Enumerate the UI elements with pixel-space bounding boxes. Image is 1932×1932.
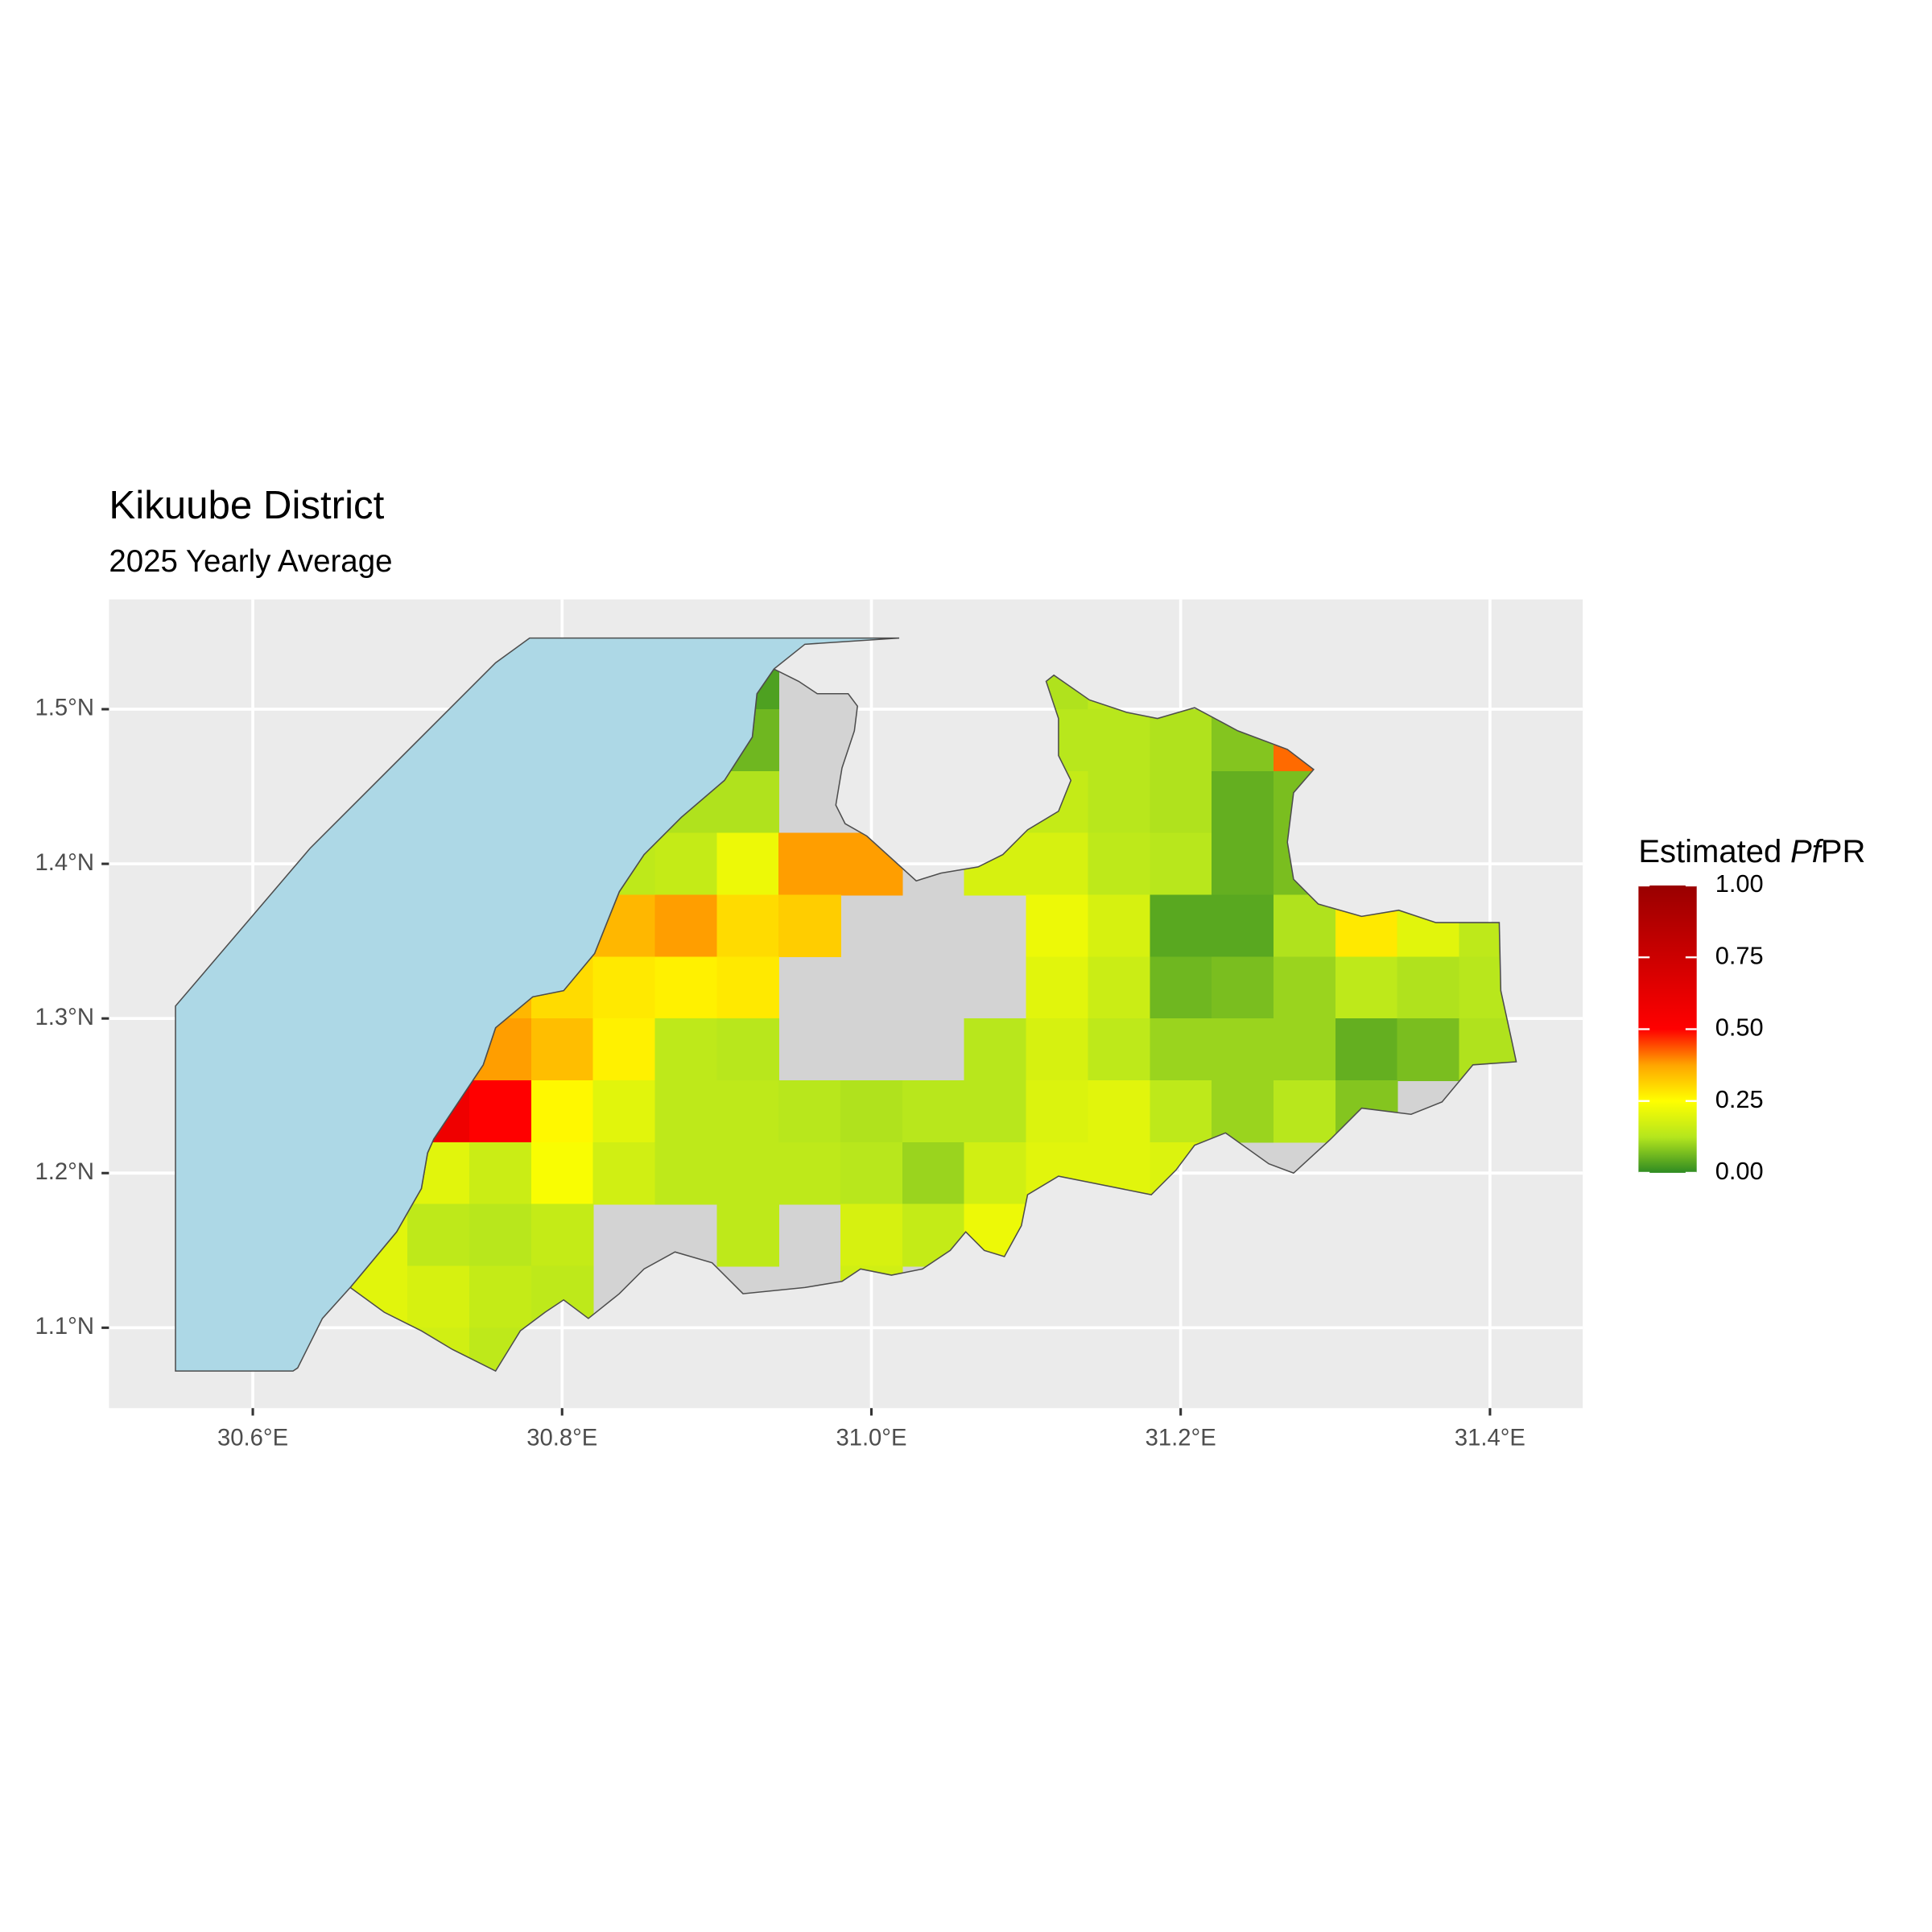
raster-cell	[840, 1203, 903, 1267]
raster-cell	[654, 1080, 718, 1143]
y-tick-label: 1.1°N	[35, 1314, 94, 1340]
raster-cell	[1150, 1018, 1212, 1081]
raster-cell	[654, 1018, 718, 1081]
chart-subtitle: 2025 Yearly Average	[109, 544, 392, 579]
raster-cell	[1212, 1018, 1274, 1081]
raster-cell	[716, 894, 779, 958]
raster-cell	[407, 1203, 470, 1267]
raster-cell	[1397, 956, 1460, 1019]
legend-tick-label: 0.25	[1715, 1085, 1764, 1113]
x-tick-label: 31.2°E	[1146, 1425, 1216, 1451]
legend-title-part: PR	[1821, 834, 1866, 869]
raster-cell	[1026, 956, 1089, 1019]
raster-cell	[716, 832, 779, 896]
raster-cell	[1026, 1018, 1089, 1081]
raster-cell	[1273, 1080, 1336, 1143]
raster-cell	[1150, 708, 1212, 772]
raster-cell	[1088, 770, 1151, 834]
raster-cell	[716, 770, 779, 834]
raster-cell	[1212, 832, 1274, 896]
legend-tick-label: 0.00	[1715, 1157, 1764, 1185]
raster-cell	[592, 1080, 656, 1143]
raster-cell	[1212, 770, 1274, 834]
raster-cell	[1088, 894, 1151, 958]
x-tick-label: 31.0°E	[836, 1425, 906, 1451]
raster-cell	[1335, 1018, 1398, 1081]
raster-cell	[1088, 1080, 1151, 1143]
raster-cell	[1273, 1018, 1336, 1081]
raster-cell	[840, 1141, 903, 1205]
raster-cell	[654, 1141, 718, 1205]
raster-cell	[778, 832, 841, 896]
x-tick-label: 30.6°E	[217, 1425, 288, 1451]
x-tick-label: 31.4°E	[1455, 1425, 1525, 1451]
raster-cell	[1026, 832, 1089, 896]
lake	[175, 637, 900, 1372]
legend-tick-label: 1.00	[1715, 869, 1764, 898]
raster-cell	[1088, 1018, 1151, 1081]
raster-cell	[592, 956, 656, 1019]
raster-cell	[716, 1141, 779, 1205]
legend-tick-label: 0.75	[1715, 941, 1764, 969]
raster-cell	[407, 1265, 470, 1329]
raster-cell	[530, 1141, 594, 1205]
raster-cell	[964, 1141, 1027, 1205]
legend-title-part: Pf	[1790, 834, 1824, 869]
raster-cell	[716, 1080, 779, 1143]
raster-cell	[1150, 956, 1212, 1019]
legend-tick-label: 0.50	[1715, 1013, 1764, 1042]
raster-cell	[1150, 770, 1212, 834]
raster-cell	[840, 1080, 903, 1143]
chart-title: Kikuube District	[109, 483, 384, 527]
raster-cell	[964, 1080, 1027, 1143]
raster-cell	[530, 1080, 594, 1143]
raster-cell	[530, 1203, 594, 1267]
raster-cell	[1026, 894, 1089, 958]
raster-cell	[1150, 832, 1212, 896]
raster-cell	[469, 1203, 532, 1267]
raster-cell	[592, 1141, 656, 1205]
raster-cell	[1088, 708, 1151, 772]
y-tick-label: 1.2°N	[35, 1159, 94, 1185]
raster-cell	[1212, 1080, 1274, 1143]
raster-cell	[716, 956, 779, 1019]
legend-title-part: Estimated	[1638, 834, 1781, 869]
raster-cell	[1335, 956, 1398, 1019]
raster-cell	[1026, 1080, 1089, 1143]
raster-cell	[469, 1141, 532, 1205]
raster-cell	[778, 1080, 841, 1143]
raster-cell	[1212, 894, 1274, 958]
raster-cell	[716, 1018, 779, 1081]
raster-cell	[778, 894, 841, 958]
raster-cell	[1088, 832, 1151, 896]
raster-cell	[1397, 1018, 1460, 1081]
raster-cell	[1150, 894, 1212, 958]
raster-cell	[1088, 956, 1151, 1019]
raster-cell	[592, 1018, 656, 1081]
y-tick-label: 1.3°N	[35, 1005, 94, 1030]
raster-cell	[1212, 956, 1274, 1019]
raster-cell	[654, 894, 718, 958]
raster-cell	[716, 1203, 779, 1267]
raster-cell	[654, 832, 718, 896]
raster-cell	[778, 1141, 841, 1205]
y-tick-label: 1.5°N	[35, 696, 94, 721]
raster-cell	[654, 956, 718, 1019]
raster-cell	[469, 1265, 532, 1329]
x-tick-label: 30.8°E	[526, 1425, 597, 1451]
raster-cell	[1150, 1080, 1212, 1143]
legend-title: Estimated PfPR	[1638, 834, 1865, 869]
y-tick-label: 1.4°N	[35, 850, 94, 876]
raster-cell	[964, 1018, 1027, 1081]
raster-cell	[1273, 956, 1336, 1019]
raster-cell	[902, 1141, 965, 1205]
raster-cell	[902, 1080, 965, 1143]
raster-cell	[469, 1080, 532, 1143]
raster-cell	[530, 1018, 594, 1081]
